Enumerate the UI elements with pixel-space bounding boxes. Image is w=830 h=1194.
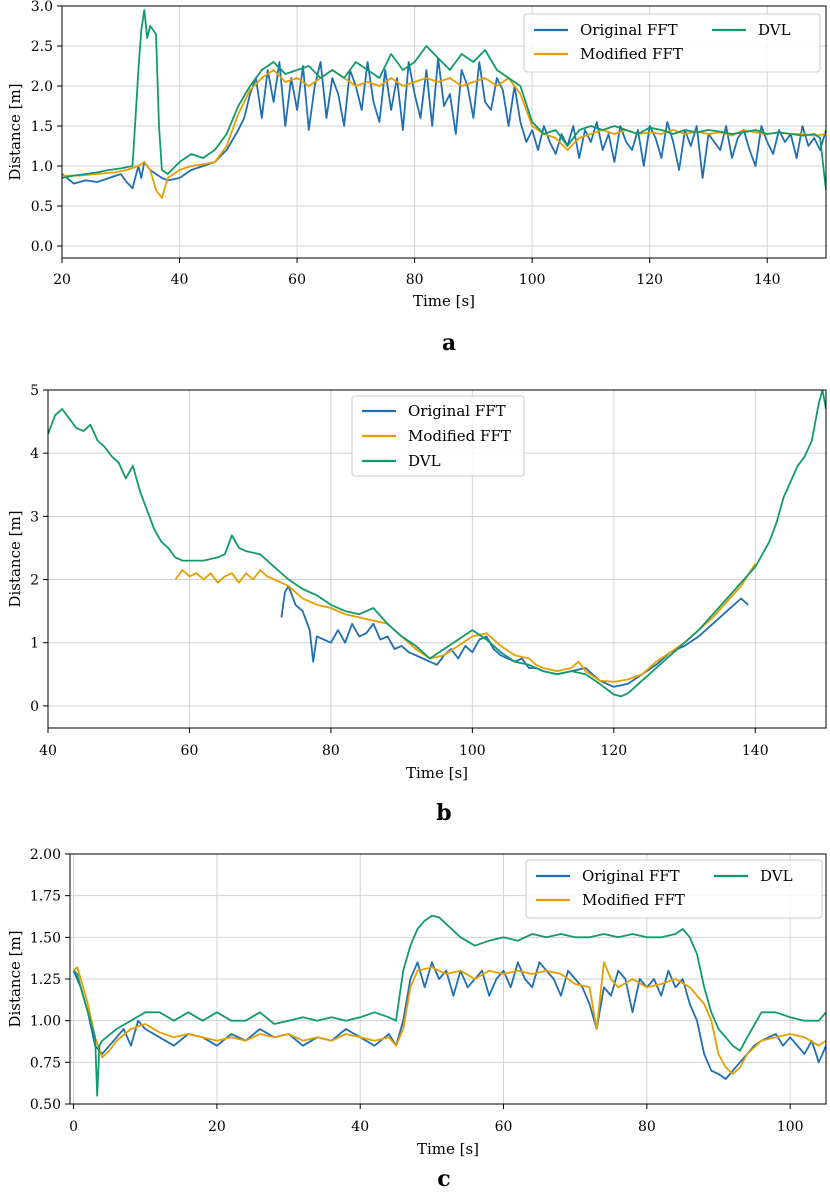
chart-a-legend-box	[523, 13, 821, 73]
chart-c-series-dvl	[72, 914, 826, 1097]
chart-b-series-original	[280, 584, 749, 688]
panel-label-c: c	[437, 1166, 451, 1192]
panel-label-b: b	[436, 800, 452, 826]
chart-b-xlabel: Time [s]	[406, 764, 468, 782]
chart-c-xtick-label: 20	[208, 1119, 226, 1135]
chart-c-legend-label-dvl: DVL	[760, 867, 793, 885]
chart-a-legend-label-modified: Modified FFT	[580, 45, 683, 63]
chart-c-xtick-label: 40	[351, 1119, 369, 1135]
chart-b-plot-frame	[47, 389, 827, 729]
chart-c-ytick-label: 1.25	[30, 972, 61, 988]
panel-label-a: a	[441, 330, 457, 356]
chart-a-ylabel: Distance [m]	[6, 83, 24, 180]
chart-a-xtick-label: 140	[754, 272, 781, 288]
chart-c-ytick-label: 0.75	[30, 1055, 61, 1071]
chart-c-series-modified	[72, 961, 826, 1075]
chart-b-ytick-label: 4	[30, 446, 39, 462]
chart-c-ylabel: Distance [m]	[6, 930, 24, 1027]
chart-a-ytick-label: 1.0	[31, 159, 53, 175]
chart-a: 20 40 60 80 100 120 140 0.0 0.5 1.0 1.5 2.0 2.5 3.0 Ti…	[6, 0, 827, 310]
chart-c-ytick-label: 1.50	[30, 930, 61, 946]
chart-c-xtick-label: 0	[69, 1119, 78, 1135]
chart-b-xtick-label: 140	[742, 743, 769, 759]
chart-c: 0 20 40 60 80 100 0.50 0.75 1.00 1.25 1.50 1.75 2.00…	[6, 847, 827, 1158]
chart-a-xtick-label: 20	[53, 272, 71, 288]
chart-b-xtick-label: 60	[181, 743, 199, 759]
chart-c-xtick-label: 80	[638, 1119, 656, 1135]
chart-a-ytick-label: 1.5	[31, 119, 53, 135]
chart-c-legend-box	[525, 859, 823, 919]
chart-a-series-original	[62, 57, 826, 190]
chart-a-series-dvl	[62, 9, 826, 191]
chart-a-ytick-label: 2.5	[31, 39, 53, 55]
chart-c-legend: Original FFT Modified FFT DVL	[525, 859, 823, 919]
chart-c-xlabel: Time [s]	[417, 1140, 479, 1158]
chart-b-xtick-label: 120	[600, 743, 627, 759]
chart-a-xtick-label: 100	[519, 272, 546, 288]
chart-b-ytick-label: 2	[30, 573, 39, 589]
chart-a-legend: Original FFT Modified FFT DVL	[523, 13, 821, 73]
chart-b-xtick-label: 40	[39, 743, 57, 759]
chart-b-legend: Original FFT Modified FFT DVL	[351, 395, 525, 477]
chart-c-ytick-label: 0.50	[30, 1097, 61, 1113]
chart-c-legend-label-original: Original FFT	[582, 867, 680, 885]
chart-a-xtick-label: 120	[636, 272, 663, 288]
chart-c-ytick-label: 1.00	[30, 1014, 61, 1030]
chart-a-legend-label-original: Original FFT	[580, 21, 678, 39]
chart-b-ytick-label: 3	[30, 509, 39, 525]
chart-b-series-modified	[174, 563, 757, 683]
chart-a-xtick-label: 80	[406, 272, 424, 288]
chart-b: 40 60 80 100 120 140 0 1 2 3 4 5 Time [s] Distance [m…	[6, 383, 827, 782]
chart-a-ytick-label: 0.0	[31, 239, 53, 255]
chart-b-series-dvl	[48, 390, 826, 698]
chart-c-xtick-label: 100	[777, 1119, 804, 1135]
chart-b-xtick-label: 100	[459, 743, 486, 759]
chart-b-legend-label-modified: Modified FFT	[408, 427, 511, 445]
chart-c-ytick-label: 1.75	[30, 889, 61, 905]
chart-a-xtick-label: 60	[288, 272, 306, 288]
chart-a-legend-label-dvl: DVL	[758, 21, 791, 39]
chart-b-ylabel: Distance [m]	[6, 510, 24, 607]
chart-b-ytick-label: 5	[30, 383, 39, 399]
chart-b-ytick-label: 0	[30, 699, 39, 715]
chart-a-ytick-label: 3.0	[31, 0, 53, 15]
chart-a-xtick-label: 40	[171, 272, 189, 288]
chart-c-xtick-label: 60	[495, 1119, 513, 1135]
chart-b-legend-box	[351, 395, 525, 477]
chart-b-legend-label-dvl: DVL	[408, 452, 441, 470]
chart-b-xtick-label: 80	[322, 743, 340, 759]
chart-a-ytick-label: 0.5	[31, 199, 53, 215]
chart-c-ytick-label: 2.00	[30, 847, 61, 863]
chart-b-legend-label-original: Original FFT	[408, 402, 506, 420]
chart-a-plot-frame	[61, 5, 827, 259]
chart-b-ytick-label: 1	[30, 636, 39, 652]
chart-a-ytick-label: 2.0	[31, 79, 53, 95]
chart-a-xlabel: Time [s]	[413, 292, 475, 310]
chart-c-legend-label-modified: Modified FFT	[582, 891, 685, 909]
